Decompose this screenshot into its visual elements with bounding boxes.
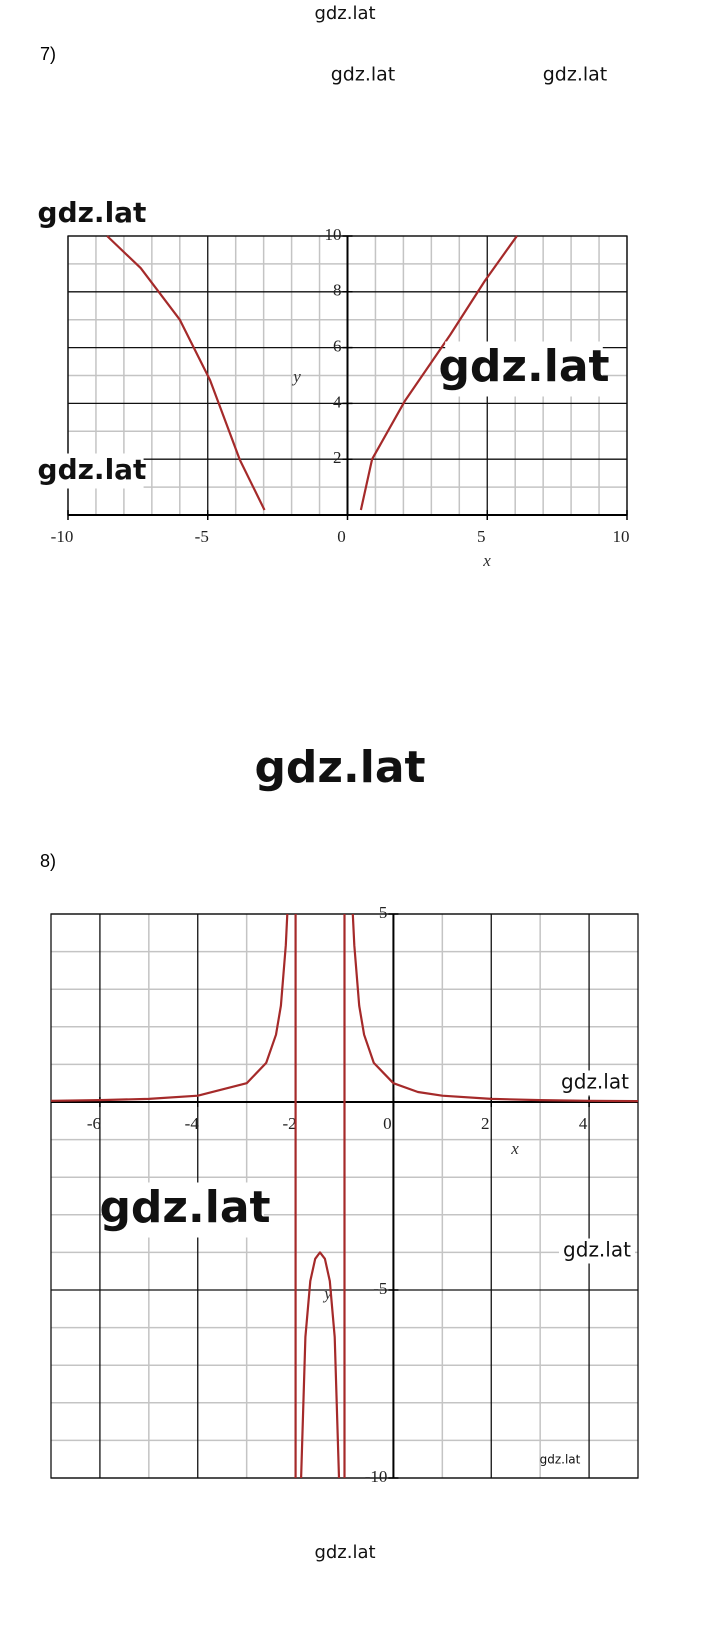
x-tick-label: 5 — [477, 527, 486, 546]
x-tick-label: 4 — [579, 1114, 588, 1133]
y-tick-label: 8 — [333, 281, 342, 300]
y-tick-label: 10 — [325, 225, 342, 244]
curve — [50, 913, 639, 1479]
watermark: gdz.lat — [38, 196, 147, 229]
y-tick-label: 5 — [379, 903, 388, 922]
watermark-backdrop — [559, 1238, 635, 1264]
watermark: gdz.lat — [314, 3, 375, 24]
x-tick-label: 0 — [337, 527, 346, 546]
watermark-backdrop — [557, 1070, 633, 1096]
watermark: gdz.lat — [563, 1238, 631, 1262]
watermark: gdz.lat — [254, 742, 425, 793]
watermark: gdz.lat — [314, 1542, 375, 1563]
y-axis-label: y — [291, 367, 301, 386]
x-tick-label: -6 — [87, 1114, 101, 1133]
x-tick-label: -2 — [282, 1114, 296, 1133]
problem-label: 7) — [40, 44, 56, 64]
y-tick-label: 2 — [333, 448, 342, 467]
problem-label: 8) — [40, 851, 56, 871]
x-tick-label: -4 — [185, 1114, 200, 1133]
y-tick-label: 6 — [333, 337, 342, 356]
x-axis-label: x — [482, 551, 491, 570]
watermark: gdz.lat — [543, 64, 608, 86]
watermark-backdrop — [40, 453, 144, 489]
watermark-backdrop — [40, 196, 144, 232]
x-tick-label: 2 — [481, 1114, 490, 1133]
y-axis-label: y — [322, 1284, 332, 1303]
x-tick-label: 10 — [613, 527, 630, 546]
watermark-backdrop — [445, 341, 603, 397]
x-tick-label: -5 — [195, 527, 209, 546]
curve — [106, 235, 518, 511]
x-tick-label: 0 — [383, 1114, 392, 1133]
watermark: gdz.lat — [438, 341, 609, 392]
watermark: gdz.lat — [540, 1453, 581, 1467]
y-tick-label: -10 — [365, 1467, 388, 1486]
y-tick-label: 4 — [333, 392, 342, 411]
watermark-backdrop — [106, 1182, 264, 1238]
watermark: gdz.lat — [99, 1182, 270, 1233]
x-axis-label: x — [510, 1139, 519, 1158]
watermark: gdz.lat — [331, 64, 396, 86]
watermark: gdz.lat — [38, 453, 147, 486]
y-tick-label: -5 — [373, 1279, 387, 1298]
x-tick-label: -10 — [51, 527, 74, 546]
watermark: gdz.lat — [561, 1070, 629, 1094]
